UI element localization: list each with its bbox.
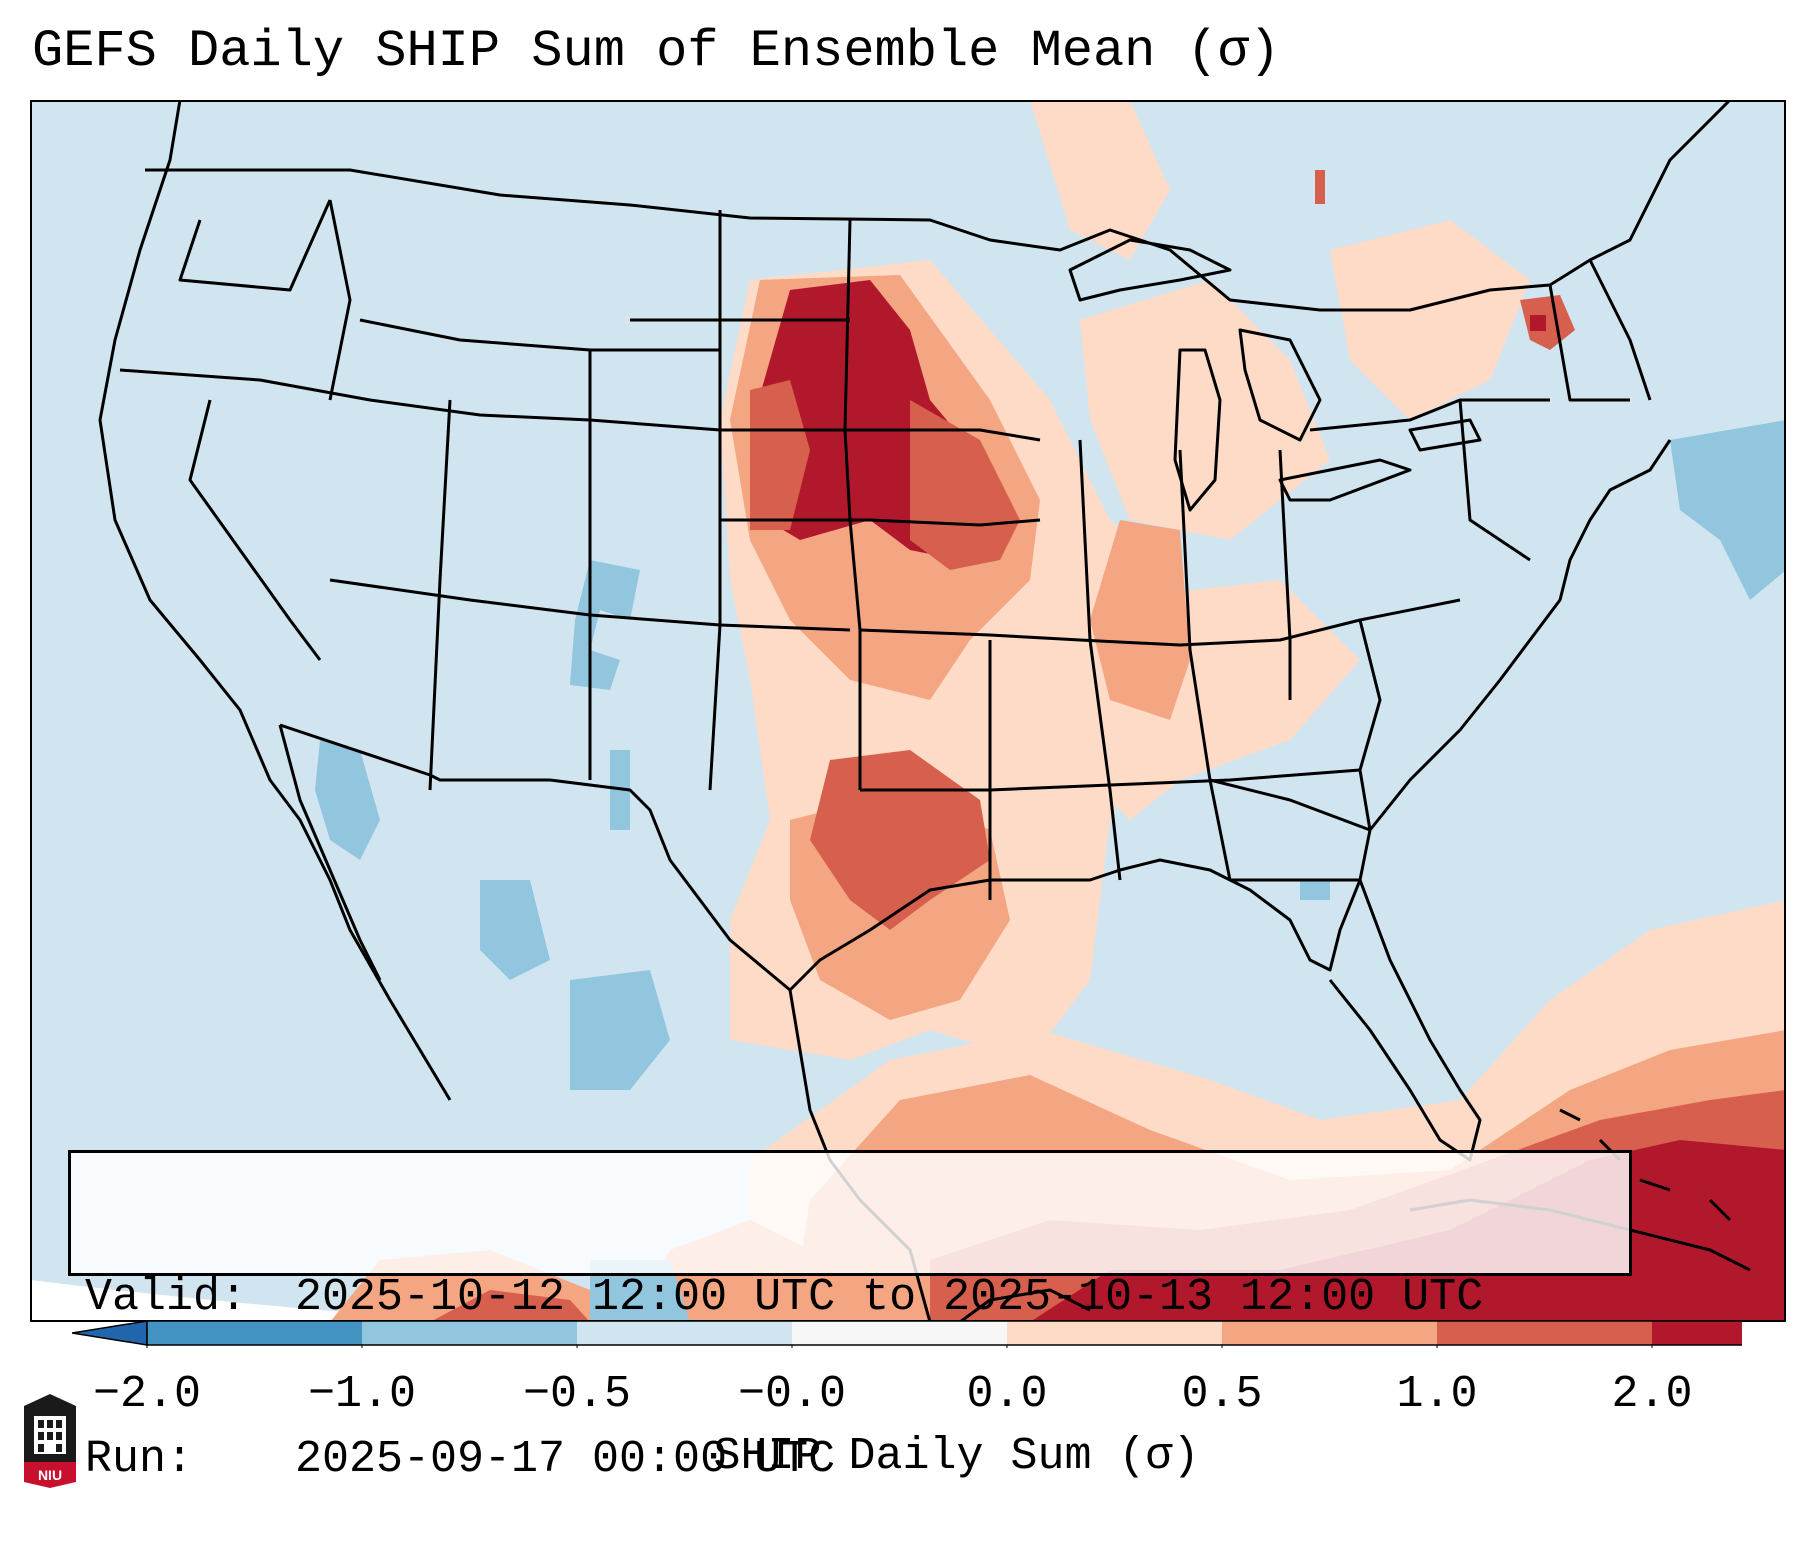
colorbar-segment xyxy=(792,1321,1007,1345)
colorbar-label: SHIP Daily Sum (σ) xyxy=(713,1431,1200,1482)
nebraska-strong xyxy=(910,400,1020,570)
map-panel xyxy=(30,100,1786,1322)
yucatan-coast xyxy=(959,1288,1091,1322)
state-line xyxy=(1078,439,1122,881)
colorbar-tick-label: 2.0 xyxy=(1611,1369,1693,1420)
state-line xyxy=(359,318,720,352)
colorbar xyxy=(72,1320,1742,1348)
colorbar-segment xyxy=(147,1321,362,1345)
plains-strong-edge xyxy=(750,380,810,530)
east-canada-light xyxy=(1330,220,1530,420)
map-title: GEFS Daily SHIP Sum of Ensemble Mean (σ) xyxy=(32,22,1281,81)
lake-erie xyxy=(1278,458,1412,502)
colorbar-tick-label: −0.0 xyxy=(737,1369,847,1420)
colorbar-tick-label: −0.5 xyxy=(522,1369,632,1420)
run-label: Run: xyxy=(85,1434,194,1485)
state-line xyxy=(1358,619,1382,831)
gulf-coast xyxy=(788,858,1362,992)
north-light xyxy=(1030,100,1170,260)
quebec-speck xyxy=(1315,170,1325,204)
mexico-cool xyxy=(480,880,550,980)
valid-row: Valid: 2025-10-12 12:00 UTC to 2025-10-13… xyxy=(85,1271,1629,1325)
state-line xyxy=(178,199,332,292)
state-line xyxy=(720,518,1041,527)
great-lakes-light xyxy=(1080,280,1330,540)
logo-text: NIU xyxy=(38,1467,62,1483)
state-line xyxy=(1278,449,1292,700)
colorbar-tick-label: −2.0 xyxy=(92,1369,202,1420)
state-line xyxy=(188,399,322,661)
mississippi-mid xyxy=(1090,520,1190,720)
colorbar-segment xyxy=(577,1321,792,1345)
valid-run-infobox: Valid: 2025-10-12 12:00 UTC to 2025-10-13… xyxy=(68,1150,1632,1485)
atlantic-cool xyxy=(1670,420,1786,600)
four-corners-cool xyxy=(570,560,640,690)
us-mexico-border xyxy=(279,723,791,992)
colorbar-tick-label: 0.0 xyxy=(966,1369,1048,1420)
lake-ontario xyxy=(1408,418,1482,452)
state-line xyxy=(1208,779,1232,881)
baja xyxy=(278,724,382,981)
state-line xyxy=(1309,398,1550,432)
valid-value: 2025-10-12 12:00 UTC to 2025-10-13 12:00… xyxy=(295,1272,1484,1323)
colorbar-tick-label: −1.0 xyxy=(307,1369,417,1420)
florida xyxy=(1328,879,1482,1162)
pacific-coast xyxy=(98,100,452,1101)
university-shield-icon: NIU xyxy=(24,1394,76,1488)
run-row: Run: 2025-09-17 00:00 UTC xyxy=(85,1433,1629,1487)
lake-huron xyxy=(1238,328,1322,442)
colorbar-segment xyxy=(1652,1321,1742,1345)
colorbar-segment xyxy=(1437,1321,1652,1345)
valid-label: Valid: xyxy=(85,1272,248,1323)
state-line xyxy=(1209,778,1371,832)
colorbar-extend-low xyxy=(72,1320,148,1346)
mexico-cool-2 xyxy=(570,970,670,1090)
state-line xyxy=(328,199,352,401)
baja-cool xyxy=(315,740,380,860)
colorbar-segment xyxy=(1222,1321,1437,1345)
colorbar-tick-label: 1.0 xyxy=(1396,1369,1478,1420)
state-line xyxy=(1548,284,1630,402)
st-lawrence-strong xyxy=(1520,295,1575,350)
run-value: 2025-09-17 00:00 UTC xyxy=(295,1434,836,1485)
colorbar-segment xyxy=(362,1321,577,1345)
colorbar-segment xyxy=(1007,1321,1222,1345)
state-line xyxy=(428,399,452,791)
state-line xyxy=(1458,399,1531,562)
colorbar-tick-label: 0.5 xyxy=(1181,1369,1263,1420)
mexico-south-red xyxy=(430,1290,590,1322)
state-line xyxy=(708,624,722,791)
georgia-cool xyxy=(1300,880,1330,900)
state-line xyxy=(1178,449,1212,781)
oklahoma-strong xyxy=(810,750,990,930)
atlantic-coast xyxy=(1358,439,1672,881)
lake-superior xyxy=(1068,238,1232,302)
state-line xyxy=(1588,259,1652,401)
lake-michigan xyxy=(1173,348,1222,512)
st-lawrence-max xyxy=(1530,315,1546,331)
